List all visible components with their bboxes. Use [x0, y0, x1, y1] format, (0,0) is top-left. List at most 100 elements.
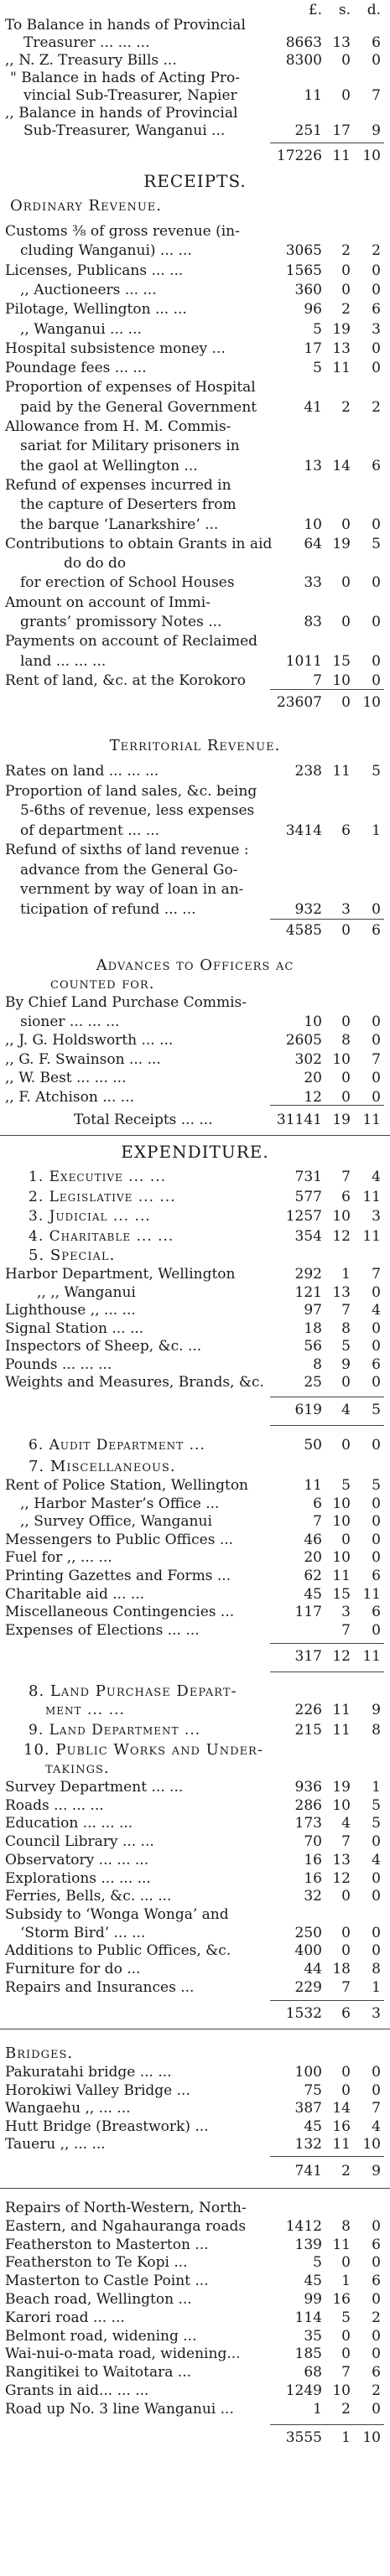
amount-shillings: 12	[332, 1648, 351, 1665]
amount-pence: 6	[372, 34, 381, 51]
ledger-row: Proportion of expenses of Hospital	[0, 377, 390, 397]
ledger-row: ‘Storm Bird’ ... ... 250 0 0	[0, 1923, 390, 1943]
amount-pounds: 132	[294, 2136, 322, 2154]
amount-shillings: 7	[341, 1169, 351, 1185]
amount-pounds: 68	[304, 2364, 322, 2382]
amount-pounds: 8300	[285, 52, 322, 69]
item-text: Weights and Measures, Brands, &c.	[5, 1374, 264, 1391]
ledger-row: Signal Station ... ... 18 8 0	[0, 1319, 390, 1339]
amount-pence: 5	[372, 1796, 381, 1814]
ledger-row: Additions to Public Offices, &c. 400 0 0	[0, 1941, 390, 1961]
amount-pounds: 97	[304, 1302, 322, 1319]
item-text: Road up No. 3 line Wanganui ...	[5, 2400, 234, 2418]
ledger-row: Rates on land ... ... ... 238 11 5	[0, 761, 390, 781]
amount-pounds: 2605	[285, 1032, 322, 1049]
amount-pence: 6	[372, 2236, 381, 2253]
ledger-row: Wai-nui-o-mata road, widening... 185 0 0	[0, 2344, 390, 2364]
item-text: ,, Balance in hands of Provincial	[5, 105, 238, 122]
amount-pounds: 7	[313, 1513, 322, 1531]
amount-shillings: 10	[332, 1050, 351, 1068]
amount-shillings: 10	[332, 1208, 351, 1225]
amount-shillings: 1	[341, 2429, 351, 2446]
amount-shillings: 2	[341, 2163, 351, 2179]
amount-pence: 2	[372, 2382, 381, 2399]
ledger-row: sariat for Military prisoners in	[0, 436, 390, 456]
item-text: Wai-nui-o-mata road, widening...	[5, 2345, 241, 2363]
ledger-row: Pilotage, Wellington ... ... 96 2 6	[0, 299, 390, 319]
amount-pence: 0	[372, 1437, 381, 1454]
advances-subheading: counted for.	[50, 975, 155, 993]
special-rule-bottom	[270, 1425, 384, 1426]
amount-pence: 4	[372, 2117, 381, 2135]
amount-shillings: 0	[341, 281, 351, 298]
ledger-row: sioner ... ... ... 10 0 0	[0, 1012, 390, 1032]
amount-pounds: 741	[294, 2163, 322, 2179]
amount-pence: 3	[372, 1208, 381, 1225]
amount-pence: 11	[362, 1188, 381, 1205]
amount-shillings: 11	[332, 148, 351, 164]
amount-pence: 11	[362, 1585, 381, 1603]
amount-pence: 9	[372, 2163, 381, 2179]
amount-pence: 4	[372, 1851, 381, 1869]
special-total: 619 4 5	[0, 1400, 390, 1420]
amount-pence: 10	[362, 2429, 381, 2446]
amount-pence: 0	[372, 1513, 381, 1531]
amount-pounds: 317	[294, 1648, 322, 1665]
amount-pounds: 5	[313, 320, 322, 338]
audit-row: 6. Audit Department ... 50 0 0	[0, 1435, 390, 1455]
amount-pounds: 45	[304, 2117, 322, 2135]
ledger-row: Repairs and Insurances ... 229 7 1	[0, 1977, 390, 1998]
amount-shillings: 13	[332, 1283, 351, 1301]
amount-pounds: 25	[304, 1374, 322, 1391]
misc-total: 317 12 11	[0, 1646, 390, 1666]
item-text: grants’ promissory Notes ...	[20, 614, 222, 630]
ledger-row: Proportion of land sales, &c. being	[0, 781, 390, 801]
amount-shillings: 10	[332, 1549, 351, 1567]
item-text: Furniture for do ...	[5, 1961, 141, 1977]
item-text: Belmont road, widening ...	[5, 2327, 197, 2345]
amount-pounds: 117	[294, 1604, 322, 1621]
ledger-row: ,, F. Atchison ... ... 12 0 0	[0, 1087, 390, 1107]
amount-pence: 0	[372, 1319, 381, 1337]
ledger-row: ,, Auctioneers ... ... 360 0 0	[0, 280, 390, 300]
amount-pence: 1	[372, 1779, 381, 1796]
public-works-rule	[270, 2000, 384, 2001]
item-text: Amount on account of Immi-	[5, 593, 211, 611]
item-text: 4. Charitable ... ...	[29, 1227, 174, 1245]
receipts-heading: RECEIPTS.	[143, 171, 247, 191]
item-text: ,, Harbor Master’s Office ...	[20, 1495, 220, 1512]
amount-pounds: 173	[294, 1815, 322, 1832]
ledger-row: Inspectors of Sheep, &c. ... 56 5 0	[0, 1336, 390, 1356]
item-text: Wangaehu ,, ... ...	[5, 2100, 131, 2117]
amount-pence: 0	[372, 1924, 381, 1941]
amount-shillings: 11	[332, 360, 351, 377]
amount-pence: 5	[372, 1815, 381, 1832]
item-text: Customs ⅜ of gross revenue (in-	[5, 223, 240, 240]
ledger-row: for erection of School Houses 33 0 0	[0, 573, 390, 593]
amount-pounds: 5	[313, 360, 322, 377]
amount-pounds: 33	[304, 574, 322, 592]
item-text: Eastern, and Ngahauranga roads	[5, 2217, 247, 2235]
header-shillings: s.	[338, 2, 351, 18]
amount-shillings: 10	[332, 1513, 351, 1531]
amount-shillings: 0	[341, 1088, 351, 1106]
amount-pounds: 3065	[285, 242, 322, 260]
amount-pounds: 17226	[276, 148, 322, 164]
amount-pounds: 932	[294, 900, 322, 918]
item-text: Featherston to Masterton ...	[5, 2236, 209, 2253]
amount-pence: 2	[372, 2309, 381, 2326]
ordinary-rule	[270, 689, 384, 690]
amount-shillings: 3	[341, 1604, 351, 1621]
item-text: the barque ‘Lanarkshire’ ...	[20, 516, 219, 533]
ledger-row: Survey Department ... ... 936 19 1	[0, 1777, 390, 1797]
amount-pounds: 400	[294, 1942, 322, 1960]
amount-pounds: 121	[294, 1283, 322, 1301]
amount-shillings: 7	[341, 2364, 351, 2382]
ledger-row: " Balance in hads of Acting Pro-	[0, 68, 390, 88]
amount-shillings: 11	[332, 1702, 351, 1718]
ledger-row: Allowance from H. M. Commis-	[0, 417, 390, 437]
ledger-row: Subsidy to ‘Wonga Wonga’ and	[0, 1905, 390, 1925]
amount-shillings: 1	[341, 1266, 351, 1283]
amount-shillings: 0	[341, 922, 351, 939]
ledger-row: Explorations ... ... ... 16 12 0	[0, 1869, 390, 1889]
